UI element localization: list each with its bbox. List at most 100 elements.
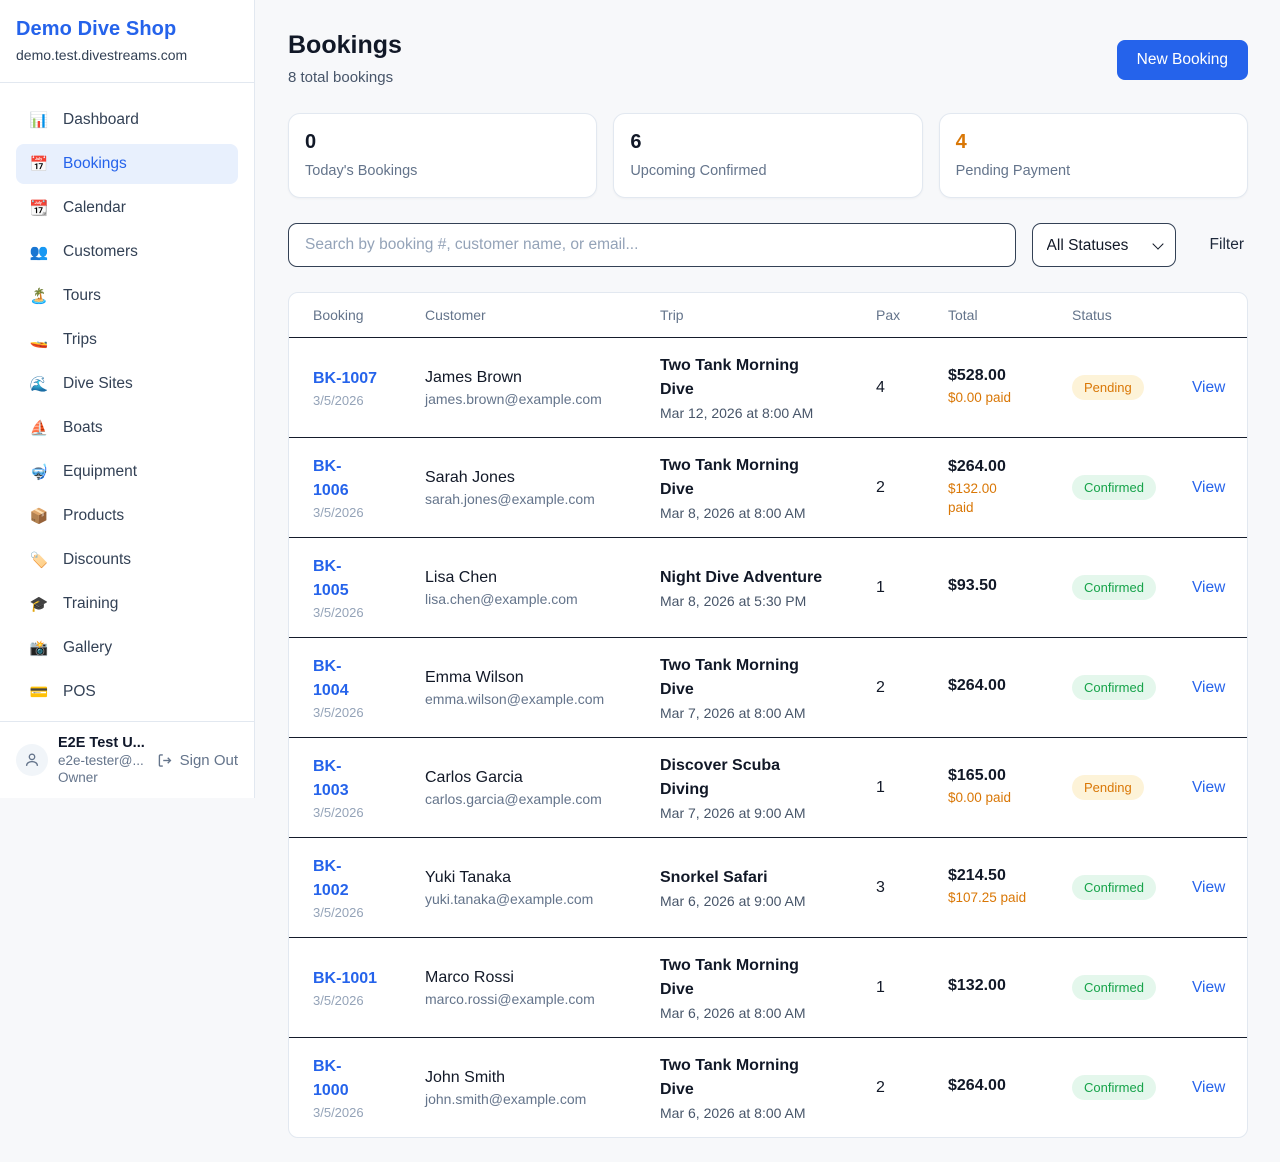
total-amount: $165.00 bbox=[948, 767, 1006, 785]
sidebar-item-training[interactable]: 🎓 Training bbox=[16, 584, 238, 624]
table-row: BK- 1006 3/5/2026 Sarah Jones sarah.jones@… bbox=[289, 437, 1247, 537]
booking-id-link[interactable]: BK- 1004 bbox=[313, 658, 349, 699]
sidebar-item-label: Customers bbox=[63, 243, 138, 260]
booking-id-link[interactable]: BK- 1005 bbox=[313, 558, 349, 599]
page-header: Bookings 8 total bookings New Booking bbox=[288, 27, 1248, 86]
stat-label: Upcoming Confirmed bbox=[630, 163, 767, 179]
sidebar-item-discounts[interactable]: 🏷️ Discounts bbox=[16, 540, 238, 580]
stat-label: Pending Payment bbox=[955, 163, 1071, 179]
pax-count: 1 bbox=[876, 778, 885, 796]
customer-email: lisa.chen@example.com bbox=[425, 590, 578, 607]
sidebar-item-label: Tours bbox=[63, 287, 101, 304]
column-header-customer: Customer bbox=[425, 307, 486, 323]
total-amount: $264.00 bbox=[948, 1076, 1006, 1094]
column-header-trip: Trip bbox=[660, 307, 684, 323]
customer-email: carlos.garcia@example.com bbox=[425, 790, 602, 807]
pax-count: 4 bbox=[876, 378, 885, 396]
sidebar-item-gallery[interactable]: 📸 Gallery bbox=[16, 628, 238, 668]
column-header-booking: Booking bbox=[313, 307, 364, 323]
brand: Demo Dive Shop demo.test.divestreams.com bbox=[0, 0, 254, 83]
sidebar-item-dashboard[interactable]: 📊 Dashboard bbox=[16, 100, 238, 140]
view-link[interactable]: View bbox=[1192, 878, 1226, 896]
shop-domain: demo.test.divestreams.com bbox=[16, 47, 188, 63]
pax-count: 2 bbox=[876, 1078, 885, 1096]
sidebar-item-boats[interactable]: ⛵ Boats bbox=[16, 408, 238, 448]
sidebar-item-pos[interactable]: 💳 POS bbox=[16, 672, 238, 712]
total-amount: $528.00 bbox=[948, 367, 1006, 385]
customer-name: John Smith bbox=[425, 1068, 506, 1086]
booking-id-link[interactable]: BK-1007 bbox=[313, 369, 378, 387]
total-amount: $264.00 bbox=[948, 676, 1006, 694]
package-icon: 📦 bbox=[29, 507, 49, 525]
booking-id-link[interactable]: BK- 1000 bbox=[313, 1058, 349, 1099]
view-link[interactable]: View bbox=[1192, 578, 1226, 596]
trip-datetime: Mar 6, 2026 at 8:00 AM bbox=[660, 1005, 806, 1021]
paid-amount: $0.00 paid bbox=[948, 790, 1012, 806]
booking-date: 3/5/2026 bbox=[313, 504, 364, 520]
status-badge: Confirmed bbox=[1072, 575, 1156, 600]
view-link[interactable]: View bbox=[1192, 478, 1226, 496]
trip-datetime: Mar 12, 2026 at 8:00 AM bbox=[660, 405, 814, 421]
stat-card-todays-bookings: 0 Today's Bookings bbox=[288, 113, 598, 198]
paid-amount: $107.25 paid bbox=[948, 890, 1027, 906]
status-badge: Confirmed bbox=[1072, 675, 1156, 700]
view-link[interactable]: View bbox=[1192, 778, 1226, 796]
sidebar-item-label: Discounts bbox=[63, 551, 132, 568]
dashboard-icon: 📊 bbox=[29, 111, 49, 129]
sidebar-item-label: Trips bbox=[63, 331, 97, 348]
column-header-status: Status bbox=[1072, 307, 1112, 323]
trip-datetime: Mar 7, 2026 at 9:00 AM bbox=[660, 805, 806, 821]
sidebar-item-trips[interactable]: 🚤 Trips bbox=[16, 320, 238, 360]
customer-email: john.smith@example.com bbox=[425, 1090, 587, 1107]
status-filter-select[interactable]: All Statuses bbox=[1031, 223, 1176, 267]
total-amount: $132.00 bbox=[948, 976, 1006, 994]
stats-row: 0 Today's Bookings 6 Upcoming Confirmed … bbox=[288, 113, 1248, 198]
booking-id-link[interactable]: BK-1001 bbox=[313, 969, 378, 987]
user-email: e2e-tester@... bbox=[58, 753, 144, 768]
view-link[interactable]: View bbox=[1192, 678, 1226, 696]
sidebar-item-dive-sites[interactable]: 🌊 Dive Sites bbox=[16, 364, 238, 404]
sailboat-icon: ⛵ bbox=[29, 419, 49, 437]
table-row: BK-1007 3/5/2026 James Brown james.brown@e… bbox=[289, 337, 1247, 437]
bookings-table: Booking Customer Trip Pax Total Status B… bbox=[288, 292, 1248, 1138]
sign-out-button[interactable]: Sign Out bbox=[156, 752, 238, 769]
new-booking-button[interactable]: New Booking bbox=[1116, 40, 1248, 80]
main-content: Bookings 8 total bookings New Booking 0 … bbox=[255, 0, 1280, 1138]
sidebar-item-tours[interactable]: 🏝️ Tours bbox=[16, 276, 238, 316]
shop-name: Demo Dive Shop bbox=[16, 18, 177, 40]
sidebar-item-label: Boats bbox=[63, 419, 103, 436]
sidebar-item-bookings[interactable]: 📅 Bookings bbox=[16, 144, 238, 184]
camera-icon: 📸 bbox=[29, 639, 49, 657]
booking-id-link[interactable]: BK- 1002 bbox=[313, 858, 349, 899]
trip-name: Night Dive Adventure bbox=[660, 569, 823, 586]
pax-count: 2 bbox=[876, 478, 885, 496]
booking-id-link[interactable]: BK- 1003 bbox=[313, 758, 349, 799]
booking-id-link[interactable]: BK- 1006 bbox=[313, 458, 349, 499]
sidebar-item-label: POS bbox=[63, 683, 96, 700]
view-link[interactable]: View bbox=[1192, 978, 1226, 996]
trip-name: Two Tank Morning Dive bbox=[660, 657, 799, 698]
trip-name: Snorkel Safari bbox=[660, 869, 768, 886]
status-badge: Confirmed bbox=[1072, 875, 1156, 900]
sidebar-item-label: Products bbox=[63, 507, 125, 524]
sidebar-nav: 📊 Dashboard 📅 Bookings 📆 Calendar 👥 Customer… bbox=[0, 83, 254, 712]
sidebar-item-customers[interactable]: 👥 Customers bbox=[16, 232, 238, 272]
search-input[interactable] bbox=[288, 223, 1016, 267]
customer-name: Yuki Tanaka bbox=[425, 868, 511, 886]
customer-email: yuki.tanaka@example.com bbox=[425, 890, 594, 907]
sidebar-item-products[interactable]: 📦 Products bbox=[16, 496, 238, 536]
page-title: Bookings bbox=[288, 31, 402, 59]
trip-datetime: Mar 8, 2026 at 5:30 PM bbox=[660, 593, 807, 609]
view-link[interactable]: View bbox=[1192, 1078, 1226, 1096]
sidebar-item-equipment[interactable]: 🤿 Equipment bbox=[16, 452, 238, 492]
sign-out-label: Sign Out bbox=[179, 751, 238, 769]
customer-name: Emma Wilson bbox=[425, 668, 524, 686]
view-link[interactable]: View bbox=[1192, 378, 1226, 396]
filter-button[interactable]: Filter bbox=[1209, 236, 1244, 253]
tag-icon: 🏷️ bbox=[29, 551, 49, 569]
sidebar-item-calendar[interactable]: 📆 Calendar bbox=[16, 188, 238, 228]
person-icon bbox=[25, 753, 39, 766]
total-amount: $93.50 bbox=[948, 576, 997, 594]
booking-date: 3/5/2026 bbox=[313, 604, 364, 620]
customer-name: Marco Rossi bbox=[425, 968, 514, 986]
